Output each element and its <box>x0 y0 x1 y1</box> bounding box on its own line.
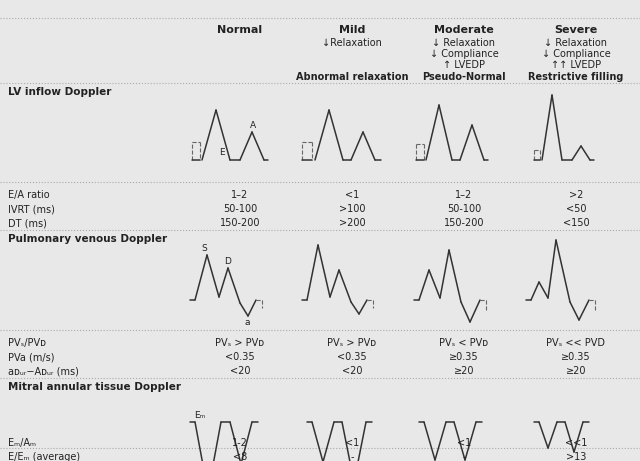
Text: <50: <50 <box>566 204 586 214</box>
Text: >13: >13 <box>566 452 586 461</box>
Text: ↓ Compliance: ↓ Compliance <box>429 49 499 59</box>
Text: >100: >100 <box>339 204 365 214</box>
Text: <1: <1 <box>345 438 359 448</box>
Text: ≥20: ≥20 <box>454 366 474 376</box>
Text: ↑↑ LVEDP: ↑↑ LVEDP <box>551 60 601 70</box>
Text: DT (ms): DT (ms) <box>8 218 47 228</box>
Text: >2: >2 <box>569 190 583 200</box>
Text: ↑ LVEDP: ↑ LVEDP <box>443 60 485 70</box>
Text: ≥0.35: ≥0.35 <box>449 352 479 362</box>
Text: Abnormal relaxation: Abnormal relaxation <box>296 72 408 82</box>
Text: <8: <8 <box>233 452 247 461</box>
Text: <1: <1 <box>457 438 471 448</box>
Text: D: D <box>225 257 232 266</box>
Text: 50-100: 50-100 <box>223 204 257 214</box>
Text: PVₛ/PVᴅ: PVₛ/PVᴅ <box>8 338 46 348</box>
Text: 1-2: 1-2 <box>232 438 248 448</box>
Text: A: A <box>250 121 256 130</box>
Text: 1–2: 1–2 <box>232 190 248 200</box>
Text: LV inflow Doppler: LV inflow Doppler <box>8 87 111 97</box>
Text: PVₛ < PVᴅ: PVₛ < PVᴅ <box>440 338 488 348</box>
Text: PVa (m/s): PVa (m/s) <box>8 352 54 362</box>
Text: S: S <box>201 244 207 253</box>
Text: Mild: Mild <box>339 25 365 35</box>
Text: E/A ratio: E/A ratio <box>8 190 50 200</box>
Text: Severe: Severe <box>554 25 598 35</box>
Text: -: - <box>462 452 466 461</box>
Text: ↓ Compliance: ↓ Compliance <box>541 49 611 59</box>
Text: <0.35: <0.35 <box>225 352 255 362</box>
Text: <0.35: <0.35 <box>337 352 367 362</box>
Text: Normal: Normal <box>218 25 262 35</box>
Text: 1–2: 1–2 <box>456 190 472 200</box>
Text: <150: <150 <box>563 218 589 228</box>
Text: PVₛ > PVᴅ: PVₛ > PVᴅ <box>216 338 264 348</box>
Text: Restrictive filling: Restrictive filling <box>528 72 624 82</box>
Text: PVₛ << PVD: PVₛ << PVD <box>547 338 605 348</box>
Text: Eₘ: Eₘ <box>195 411 205 420</box>
Text: E: E <box>219 148 225 157</box>
Text: IVRT (ms): IVRT (ms) <box>8 204 55 214</box>
Text: 150-200: 150-200 <box>444 218 484 228</box>
Text: E/Eₘ (average): E/Eₘ (average) <box>8 452 80 461</box>
Text: ≥0.35: ≥0.35 <box>561 352 591 362</box>
Text: <20: <20 <box>230 366 250 376</box>
Text: ↓ Relaxation: ↓ Relaxation <box>545 38 607 48</box>
Text: <20: <20 <box>342 366 362 376</box>
Text: PVₛ > PVᴅ: PVₛ > PVᴅ <box>328 338 376 348</box>
Text: -: - <box>350 452 354 461</box>
Text: Mitral annular tissue Doppler: Mitral annular tissue Doppler <box>8 382 181 392</box>
Text: Moderate: Moderate <box>434 25 494 35</box>
Text: a: a <box>244 318 250 327</box>
Text: >200: >200 <box>339 218 365 228</box>
Text: Pulmonary venous Doppler: Pulmonary venous Doppler <box>8 234 167 244</box>
Text: 50-100: 50-100 <box>447 204 481 214</box>
Text: <1: <1 <box>345 190 359 200</box>
Text: <<1: <<1 <box>565 438 587 448</box>
Text: aᴅᵤᵣ−Aᴅᵤᵣ (ms): aᴅᵤᵣ−Aᴅᵤᵣ (ms) <box>8 366 79 376</box>
Text: ≥20: ≥20 <box>566 366 586 376</box>
Text: 150-200: 150-200 <box>220 218 260 228</box>
Text: ↓ Relaxation: ↓ Relaxation <box>433 38 495 48</box>
Text: Eₘ/Aₘ: Eₘ/Aₘ <box>8 438 36 448</box>
Text: Pseudo-Normal: Pseudo-Normal <box>422 72 506 82</box>
Text: ↓Relaxation: ↓Relaxation <box>322 38 382 48</box>
